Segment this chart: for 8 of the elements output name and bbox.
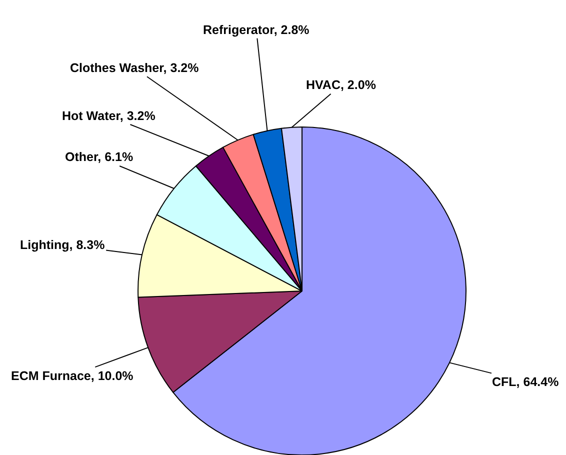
slice-label: HVAC, 2.0%: [306, 78, 376, 92]
slice-label: Other, 6.1%: [65, 150, 134, 164]
slice-label: Lighting, 8.3%: [20, 238, 105, 252]
slice-label: ECM Furnace, 10.0%: [11, 369, 134, 383]
slice-label: Refrigerator, 2.8%: [203, 23, 310, 37]
slice-label: Clothes Washer, 3.2%: [70, 61, 199, 75]
slice-label: Hot Water, 3.2%: [62, 109, 156, 123]
slice-label: CFL, 64.4%: [492, 375, 559, 389]
